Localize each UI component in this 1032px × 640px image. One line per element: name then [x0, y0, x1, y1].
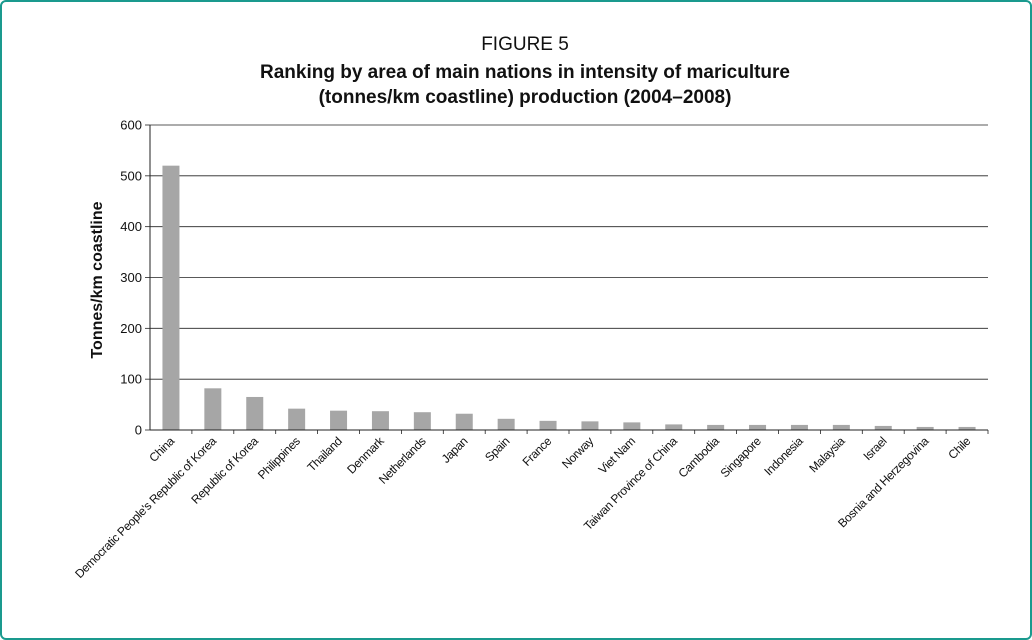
bar [832, 424, 850, 430]
y-tick-label: 0 [135, 423, 142, 438]
bar [455, 413, 473, 430]
bars [162, 165, 989, 434]
category-label: Cambodia [675, 434, 722, 481]
bar [665, 424, 683, 430]
bar [790, 424, 808, 430]
bar [204, 388, 222, 430]
category-label: Japan [439, 434, 471, 466]
figure-label: FIGURE 5 [481, 34, 569, 55]
y-tick-label: 600 [120, 118, 142, 133]
bar [623, 422, 641, 430]
bar [330, 410, 348, 430]
chart-title: Ranking by area of main nations in inten… [260, 62, 790, 83]
bar [246, 396, 264, 430]
category-label: Denmark [344, 433, 387, 476]
bar [497, 418, 515, 430]
y-tick-label: 200 [120, 321, 142, 336]
gridlines [145, 124, 988, 431]
bar-chart: FIGURE 5 Ranking by area of main nations… [72, 34, 989, 581]
bar [539, 420, 557, 430]
bar [581, 421, 599, 430]
bar [288, 408, 306, 430]
y-tick-labels: 0 100 200 300 400 500 600 [120, 118, 142, 438]
bar [371, 411, 389, 430]
category-label: France [520, 434, 555, 469]
y-tick-label: 100 [120, 372, 142, 387]
category-label: Malaysia [806, 434, 848, 476]
y-tick-label: 300 [120, 270, 142, 285]
bar [958, 426, 976, 430]
y-tick-label: 400 [120, 219, 142, 234]
bar [749, 424, 767, 430]
y-tick-label: 500 [120, 168, 142, 183]
bar [162, 165, 180, 430]
y-axis-label: Tonnes/km coastline [89, 201, 106, 358]
axes [149, 125, 988, 431]
category-label: Israel [860, 434, 889, 463]
category-label: Spain [482, 434, 512, 464]
category-label: China [146, 434, 177, 465]
bar [413, 412, 431, 430]
chart-subtitle: (tonnes/km coastline) production (2004–2… [319, 87, 732, 108]
category-label: Viet Nam [596, 434, 639, 477]
category-label: Thailand [304, 434, 344, 474]
category-label: Norway [559, 434, 596, 471]
bar [916, 426, 934, 430]
bar [874, 425, 892, 430]
category-label: Chile [945, 434, 973, 462]
bar [707, 424, 725, 430]
category-label: Democratic People's Republic of Korea [72, 434, 219, 581]
category-label: Singapore [718, 434, 765, 481]
category-label: Indonesia [761, 434, 806, 479]
category-label: Philippines [255, 434, 303, 482]
